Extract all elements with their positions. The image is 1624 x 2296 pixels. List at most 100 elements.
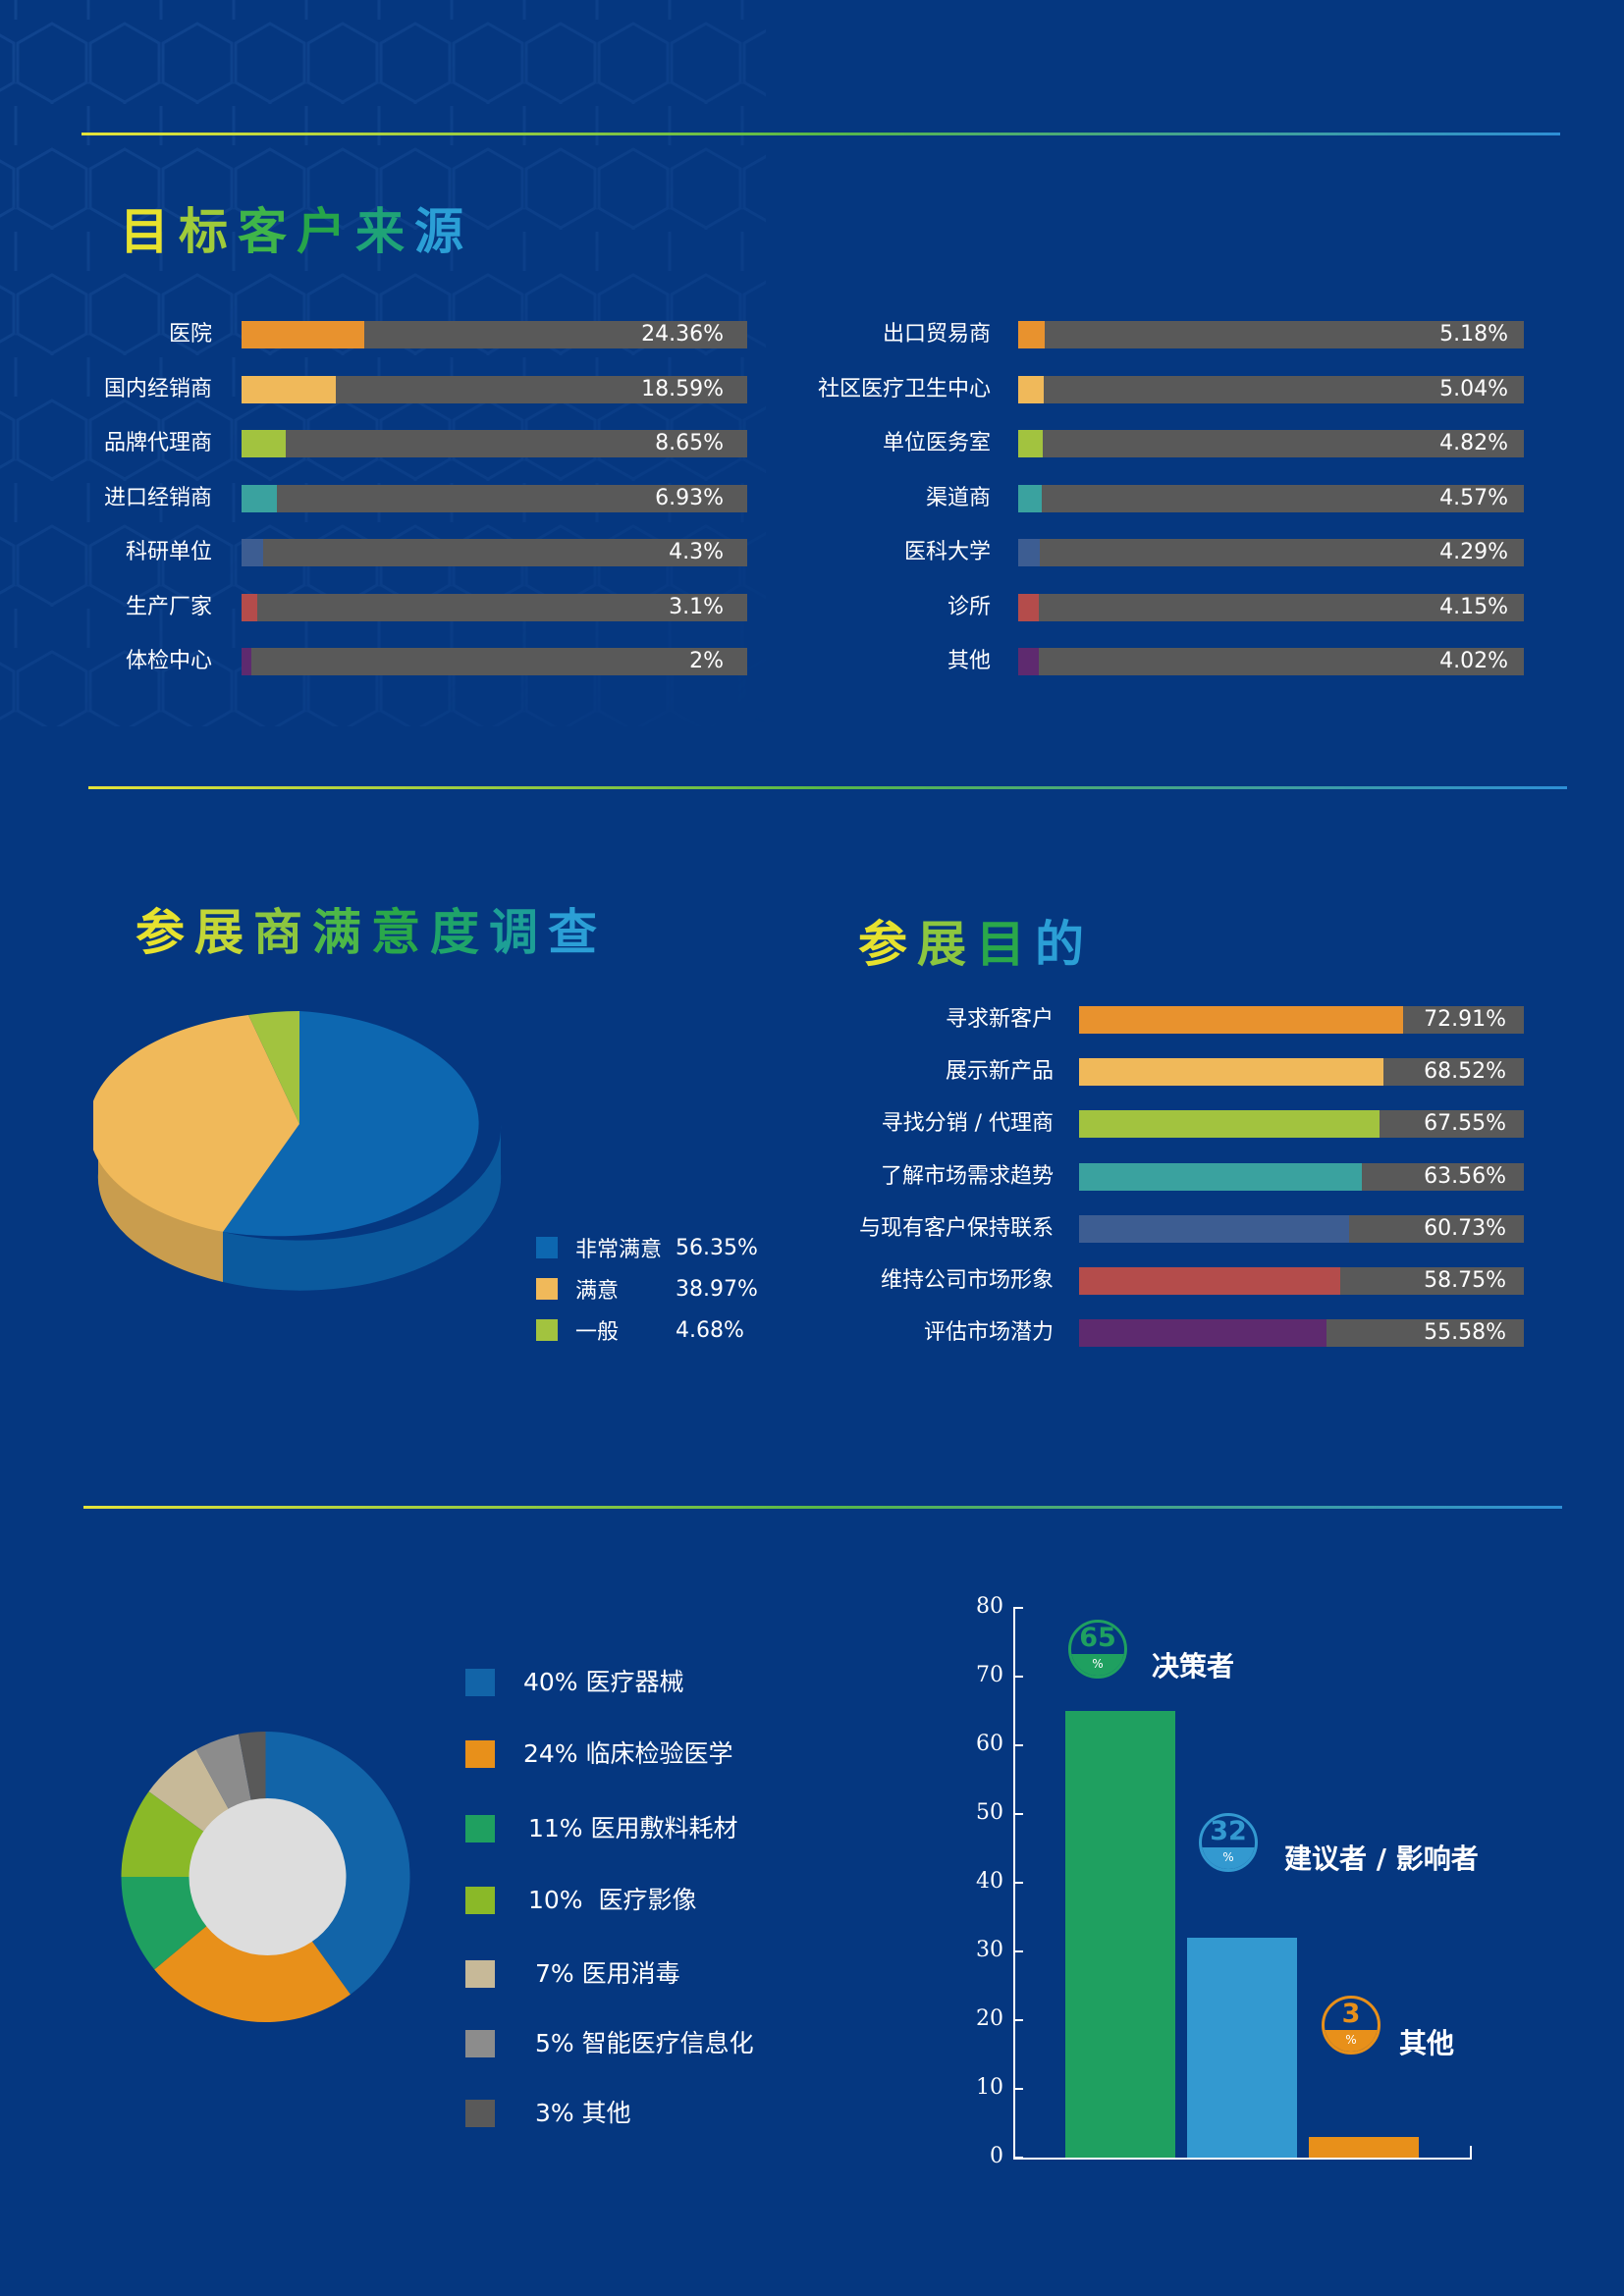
bar-fill — [242, 539, 264, 566]
bar-value: 2% — [689, 649, 724, 673]
title-char: 查 — [548, 904, 607, 961]
bar-label: 生产厂家 — [125, 594, 212, 619]
bar-value: 4.29% — [1439, 540, 1508, 564]
bar-row: 品牌代理商 8.65% — [104, 430, 747, 457]
bar-row: 评估市场潜力 55.58% — [924, 1319, 1524, 1348]
bar-track — [1018, 648, 1524, 675]
title-char: 度 — [430, 904, 489, 961]
badge-percent-sign: % — [1325, 2030, 1378, 2052]
legend-label: 一般 — [575, 1320, 620, 1345]
bar-fill — [1079, 1058, 1384, 1087]
bar-value: 18.59% — [641, 376, 724, 401]
legend-swatch — [465, 2030, 495, 2057]
bar-label: 出口贸易商 — [882, 322, 991, 347]
y-tick — [1013, 2157, 1023, 2159]
y-tick-label: 50 — [976, 1800, 1003, 1825]
bar-fill — [1018, 321, 1045, 348]
bar-fill — [242, 593, 257, 621]
pie-slice-average — [248, 1011, 299, 1124]
bar-value: 4.3% — [669, 540, 724, 564]
legend-label: 11% 医用敷料耗材 — [528, 1814, 738, 1842]
bar-label: 寻求新客户 — [945, 1007, 1054, 1032]
bar-value: 58.75% — [1424, 1268, 1506, 1293]
bar-fill — [1018, 430, 1043, 457]
bar-value: 4.82% — [1439, 431, 1508, 455]
y-tick — [1013, 1744, 1023, 1746]
bar-fill — [242, 375, 336, 403]
bar-label: 科研单位 — [125, 540, 212, 564]
bar-fill — [1079, 1319, 1326, 1348]
y-tick — [1013, 1950, 1023, 1952]
pie-slice-satisfied — [93, 1015, 299, 1232]
bar-row: 出口贸易商 5.18% — [883, 321, 1524, 348]
percent-badge: 32% — [1199, 1813, 1258, 1872]
bar-fill — [242, 648, 252, 675]
bar-value: 68.52% — [1424, 1059, 1506, 1085]
satisfaction-3d-pie-chart — [93, 1011, 502, 1291]
bar-row: 寻求新客户 72.91% — [946, 1006, 1524, 1034]
legend-swatch — [465, 1815, 495, 1842]
y-tick — [1013, 1676, 1023, 1678]
bar-value: 60.73% — [1424, 1215, 1506, 1241]
bar-value: 67.55% — [1424, 1111, 1506, 1137]
legend-swatch — [536, 1319, 558, 1341]
bar-value: 63.56% — [1424, 1163, 1506, 1189]
bar-row: 医科大学 4.29% — [904, 539, 1524, 566]
bar-label: 诊所 — [947, 594, 991, 619]
bar-track — [1018, 539, 1524, 566]
y-tick-label: 30 — [976, 1938, 1003, 1962]
industry-donut-chart — [121, 1732, 410, 2022]
bar-fill — [1079, 1006, 1404, 1034]
bar-label: 其他 — [947, 649, 991, 673]
title-char: 展 — [194, 904, 253, 961]
legend-item: 一般 4.68% — [536, 1314, 744, 1346]
bar-row: 展示新产品 68.52% — [946, 1058, 1524, 1087]
bar-label: 国内经销商 — [103, 376, 212, 401]
bar-row: 科研单位 4.3% — [126, 539, 747, 566]
bar-label: 进口经销商 — [103, 485, 212, 510]
bar-label: 渠道商 — [925, 485, 991, 510]
bar-fill — [242, 430, 286, 457]
bar-label: 医院 — [168, 322, 212, 347]
pie-slice-very-satisfied — [223, 1011, 479, 1237]
legend-label: 24% 临床检验医学 — [523, 1739, 733, 1768]
bar-row: 生产厂家 3.1% — [126, 593, 747, 621]
legend-label: 满意 — [575, 1279, 620, 1304]
legend-swatch — [465, 1887, 495, 1914]
role-bar — [1065, 1711, 1175, 2158]
bar-value: 4.02% — [1439, 649, 1508, 673]
bar-label: 品牌代理商 — [103, 431, 212, 455]
bar-track — [242, 484, 747, 512]
y-tick-label: 60 — [976, 1732, 1003, 1756]
y-tick-label: 80 — [976, 1594, 1003, 1619]
bar-fill — [1018, 648, 1039, 675]
bar-label: 社区医疗卫生中心 — [817, 376, 991, 401]
bar-label: 维持公司市场形象 — [880, 1268, 1054, 1293]
bar-track — [242, 539, 747, 566]
legend-label: 3% 其他 — [535, 2099, 631, 2127]
bar-fill — [242, 321, 365, 348]
legend-swatch — [465, 2100, 495, 2127]
section-title-satisfaction: 参展商满意度调查 — [135, 893, 607, 964]
y-tick-label: 10 — [976, 2075, 1003, 2100]
bar-row: 其他 4.02% — [947, 648, 1524, 675]
bar-row: 体检中心 2% — [126, 648, 747, 675]
title-char: 客 — [238, 203, 297, 260]
title-char: 商 — [253, 904, 312, 961]
role-label: 建议者 / 影响者 — [1284, 1842, 1479, 1875]
bar-row: 国内经销商 18.59% — [104, 375, 747, 403]
bar-label: 单位医务室 — [882, 431, 991, 455]
x-axis — [1013, 2158, 1471, 2160]
divider-middle — [88, 786, 1567, 789]
bar-value: 8.65% — [655, 431, 724, 455]
bar-value: 4.15% — [1439, 594, 1508, 619]
bar-row: 维持公司市场形象 58.75% — [881, 1267, 1524, 1295]
bar-value: 5.04% — [1439, 376, 1508, 401]
bar-row: 进口经销商 6.93% — [104, 484, 747, 512]
legend-label: 非常满意 — [575, 1238, 663, 1262]
bar-fill — [1018, 375, 1044, 403]
legend-value: 4.68% — [676, 1317, 744, 1343]
legend-label: 5% 智能医疗信息化 — [535, 2029, 754, 2057]
y-tick — [1013, 2088, 1023, 2090]
bar-track — [1018, 484, 1524, 512]
